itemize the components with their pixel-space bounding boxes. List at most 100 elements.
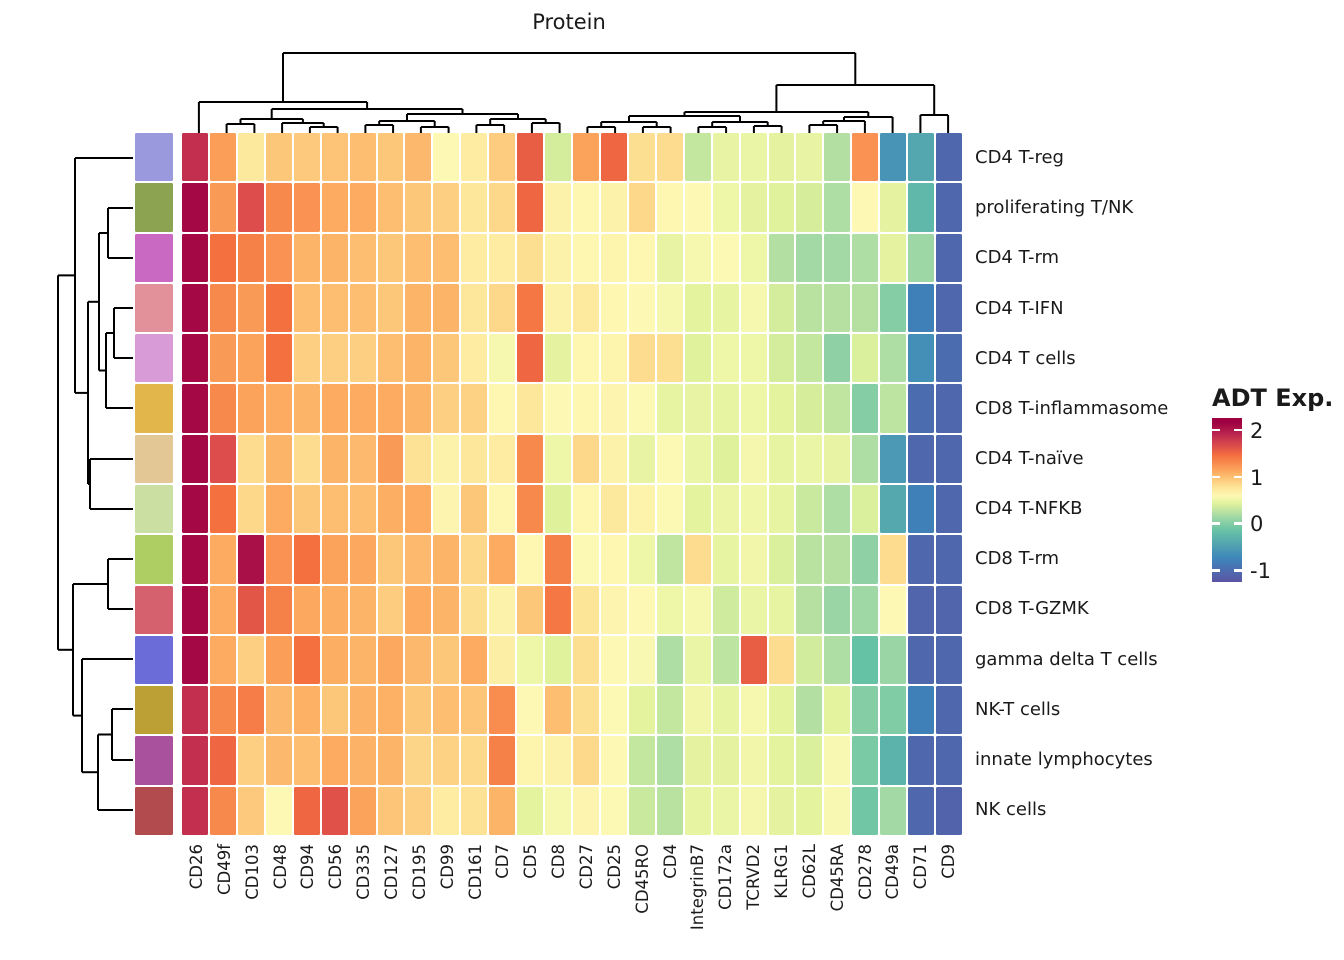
heatmap-cell	[293, 334, 320, 383]
heatmap-cell	[182, 133, 208, 182]
heatmap-cell	[349, 283, 376, 333]
heatmap-cell	[237, 133, 264, 182]
heatmap-cell	[517, 384, 544, 433]
heatmap-cell	[573, 635, 599, 685]
heatmap-cell	[908, 233, 935, 282]
heatmap-cell	[237, 535, 264, 584]
heatmap-cell	[545, 635, 571, 685]
heatmap-cell	[628, 434, 655, 483]
heatmap-cell	[824, 535, 851, 584]
heatmap-cell	[349, 686, 376, 735]
heatmap-cell	[712, 484, 739, 534]
heatmap-cell	[796, 384, 823, 433]
row-annotation-swatch	[135, 786, 173, 835]
heatmap-cell	[936, 233, 962, 282]
legend-tick-mark	[1212, 475, 1220, 479]
heatmap-cell	[712, 585, 739, 634]
heatmap-cell	[600, 334, 627, 383]
heatmap-cell	[517, 635, 544, 685]
heatmap-cell	[628, 786, 655, 835]
heatmap-cell	[573, 384, 599, 433]
heatmap-cell	[936, 183, 962, 232]
heatmap-cell	[936, 484, 962, 534]
heatmap-cell	[600, 585, 627, 634]
heatmap-cell	[377, 183, 404, 232]
heatmap-cell	[293, 786, 320, 835]
heatmap-cell	[573, 434, 599, 483]
row-label: NK cells	[975, 798, 1047, 820]
legend-tick-mark	[1212, 428, 1220, 432]
heatmap-cell	[545, 183, 571, 232]
heatmap-cell	[852, 585, 879, 634]
heatmap-cell	[656, 585, 683, 634]
heatmap-cell	[824, 233, 851, 282]
heatmap-cell	[517, 133, 544, 182]
heatmap-cell	[265, 786, 292, 835]
heatmap-cell	[237, 334, 264, 383]
heatmap-cell	[936, 736, 962, 785]
heatmap-cell	[489, 334, 516, 383]
heatmap-cell	[600, 535, 627, 584]
heatmap-cell	[433, 133, 460, 182]
heatmap-cell	[293, 484, 320, 534]
heatmap-cell	[433, 535, 460, 584]
heatmap-cell	[740, 183, 767, 232]
heatmap-cell	[740, 786, 767, 835]
column-label: KLRG1	[771, 844, 791, 899]
heatmap-cell	[740, 736, 767, 785]
heatmap-cell	[461, 635, 488, 685]
heatmap-cell	[712, 686, 739, 735]
heatmap-cell	[293, 283, 320, 333]
column-label: CD94	[298, 844, 318, 890]
heatmap-cell	[265, 585, 292, 634]
heatmap-cell	[684, 786, 711, 835]
heatmap-cell	[293, 233, 320, 282]
heatmap-cell	[489, 484, 516, 534]
heatmap-cell	[628, 283, 655, 333]
heatmap-cell	[433, 484, 460, 534]
heatmap-cell	[209, 535, 236, 584]
heatmap-cell	[852, 183, 879, 232]
heatmap-cell	[628, 535, 655, 584]
heatmap-cell	[628, 133, 655, 182]
heatmap-cell	[209, 686, 236, 735]
heatmap-cell	[740, 384, 767, 433]
heatmap-cell	[740, 133, 767, 182]
row-dendrogram	[57, 157, 133, 811]
heatmap-cell	[908, 183, 935, 232]
heatmap-cell	[349, 535, 376, 584]
row-label: CD4 T-IFN	[975, 297, 1064, 319]
row-label: NK-T cells	[975, 698, 1061, 720]
heatmap-cell	[433, 384, 460, 433]
heatmap-cell	[461, 736, 488, 785]
heatmap-cell	[489, 686, 516, 735]
heatmap-cell	[321, 686, 348, 735]
heatmap-cell	[656, 233, 683, 282]
heatmap-cell	[908, 384, 935, 433]
heatmap-cell	[796, 686, 823, 735]
heatmap-cell	[489, 434, 516, 483]
heatmap-cell	[377, 686, 404, 735]
heatmap-cell	[796, 484, 823, 534]
heatmap-cell	[377, 736, 404, 785]
column-label: CD8	[549, 844, 569, 879]
row-annotation-swatch	[135, 283, 173, 333]
heatmap-cell	[321, 585, 348, 634]
heatmap-cell	[321, 484, 348, 534]
heatmap-cell	[908, 786, 935, 835]
heatmap-cell	[545, 283, 571, 333]
row-label: proliferating T/NK	[975, 197, 1134, 219]
heatmap-cell	[712, 434, 739, 483]
heatmap-cell	[321, 283, 348, 333]
heatmap-cell	[768, 434, 795, 483]
heatmap-cell	[461, 434, 488, 483]
legend-tick-mark	[1234, 428, 1242, 432]
heatmap-cell	[517, 535, 544, 584]
heatmap-cell	[712, 233, 739, 282]
heatmap-cell	[405, 283, 432, 333]
heatmap-cell	[768, 183, 795, 232]
heatmap-cell	[209, 786, 236, 835]
row-annotation-swatch	[135, 133, 173, 182]
heatmap-cell	[237, 233, 264, 282]
heatmap-cell	[405, 786, 432, 835]
